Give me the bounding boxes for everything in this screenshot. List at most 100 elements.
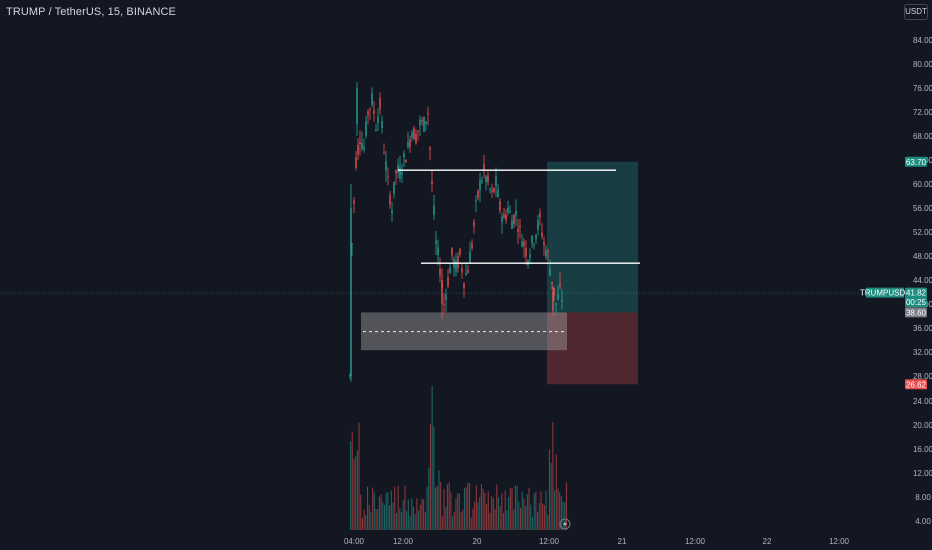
volume-bar (397, 485, 399, 530)
time-tick-label: 12:00 (539, 537, 560, 546)
candle-body (417, 130, 419, 132)
candle-body (543, 241, 545, 246)
volume-bar (521, 491, 523, 530)
volume-bar (480, 484, 482, 530)
entry-price-tag: 38.60 (905, 307, 927, 318)
volume-bar (469, 482, 471, 530)
volume-bar (394, 486, 396, 530)
volume-bar (559, 492, 561, 530)
volume-bar (543, 505, 545, 530)
price-axis[interactable]: 84.0080.0076.0072.0068.0064.0060.0056.00… (913, 36, 932, 526)
volume-bar (565, 482, 567, 530)
candle-body (507, 207, 509, 213)
zones-layer (0, 161, 905, 385)
volume-bar (458, 493, 460, 530)
volume-bar (457, 492, 459, 530)
candle-body (389, 195, 391, 205)
volume-bar (560, 496, 562, 530)
price-tick-label: 12.00 (913, 469, 932, 478)
volume-bar (479, 497, 481, 530)
volume-bar (377, 508, 379, 530)
volume-bar (537, 512, 539, 530)
volume-bar (533, 493, 535, 530)
volume-bar (557, 488, 559, 530)
volume-bar (492, 498, 494, 530)
price-tick-label: 80.00 (913, 60, 932, 69)
candle-body (483, 164, 485, 170)
volume-bar (530, 504, 532, 530)
candle-body (481, 180, 483, 183)
candle-body (549, 268, 551, 276)
volume-bar (520, 507, 522, 530)
price-tick-label: 8.00 (915, 493, 931, 502)
volume-bar (513, 509, 515, 530)
stop-price-tag: 26.62 (905, 379, 927, 390)
volume-bar (470, 517, 472, 530)
volume-bar (497, 497, 499, 530)
volume-bar (402, 500, 404, 530)
price-tick-label: 60.00 (913, 180, 932, 189)
volume-bar (496, 484, 498, 530)
candle-body (501, 216, 503, 223)
volume-bar (482, 488, 484, 530)
candle-body (401, 172, 403, 175)
price-tick-label: 16.00 (913, 445, 932, 454)
volume-bar (550, 462, 552, 530)
candle-body (427, 113, 429, 115)
candle-body (461, 268, 463, 273)
volume-bar (412, 507, 414, 530)
volume-bar (486, 504, 488, 530)
candle-body (411, 132, 413, 138)
candle-body (371, 93, 373, 105)
candle-body (409, 139, 411, 148)
volume-bar (373, 492, 375, 530)
volume-bar (503, 512, 505, 530)
last-price-tag-text: 41.82 (906, 289, 927, 298)
symbol-price-tag-bg (866, 287, 904, 298)
volume-bar (435, 487, 437, 530)
lines-layer (398, 169, 640, 530)
volume-bar (416, 498, 418, 530)
volume-bar (382, 502, 384, 530)
symbol-title[interactable]: TRUMP / TetherUS, 15, BINANCE (6, 6, 176, 18)
volume-bar (392, 502, 394, 530)
candle-body (471, 243, 473, 248)
candle-body (531, 236, 533, 244)
volume-bar (419, 504, 421, 530)
time-axis[interactable]: 04:00 12:00 20 12:00 21 12:00 22 12:00 (344, 537, 850, 546)
price-tick-label: 48.00 (913, 252, 932, 261)
volume-bar (545, 490, 547, 530)
entry-price-tag-text: 38.60 (906, 308, 927, 317)
candle-body (547, 250, 549, 253)
candle-body (473, 221, 475, 227)
volume-bar (411, 498, 413, 530)
candle-body (497, 189, 499, 197)
candle-body (365, 121, 367, 136)
volume-bar (455, 498, 457, 530)
candle-body (399, 166, 401, 179)
currency-button[interactable]: USDT (904, 4, 928, 20)
volume-bar (421, 498, 423, 530)
candle-body (357, 144, 359, 155)
target-price-tag-bg (905, 156, 927, 167)
volume-bar (409, 515, 411, 530)
candle-body (541, 232, 543, 237)
candle-body (367, 111, 369, 116)
volume-bar (399, 508, 401, 530)
candle-body (463, 283, 465, 289)
volume-bar (401, 511, 403, 530)
candle-body (393, 181, 395, 195)
candle-body (559, 283, 561, 287)
candle-body (387, 176, 389, 178)
volume-bar (358, 422, 360, 530)
volume-bar (426, 487, 428, 530)
candle-body (475, 199, 477, 202)
volume-bar (506, 510, 508, 530)
volume-bar (440, 482, 442, 530)
candle-body (449, 267, 451, 274)
candle-body (369, 108, 371, 110)
profit-zone (547, 161, 638, 313)
volume-bar (494, 509, 496, 530)
price-tick-label: 36.00 (913, 324, 932, 333)
